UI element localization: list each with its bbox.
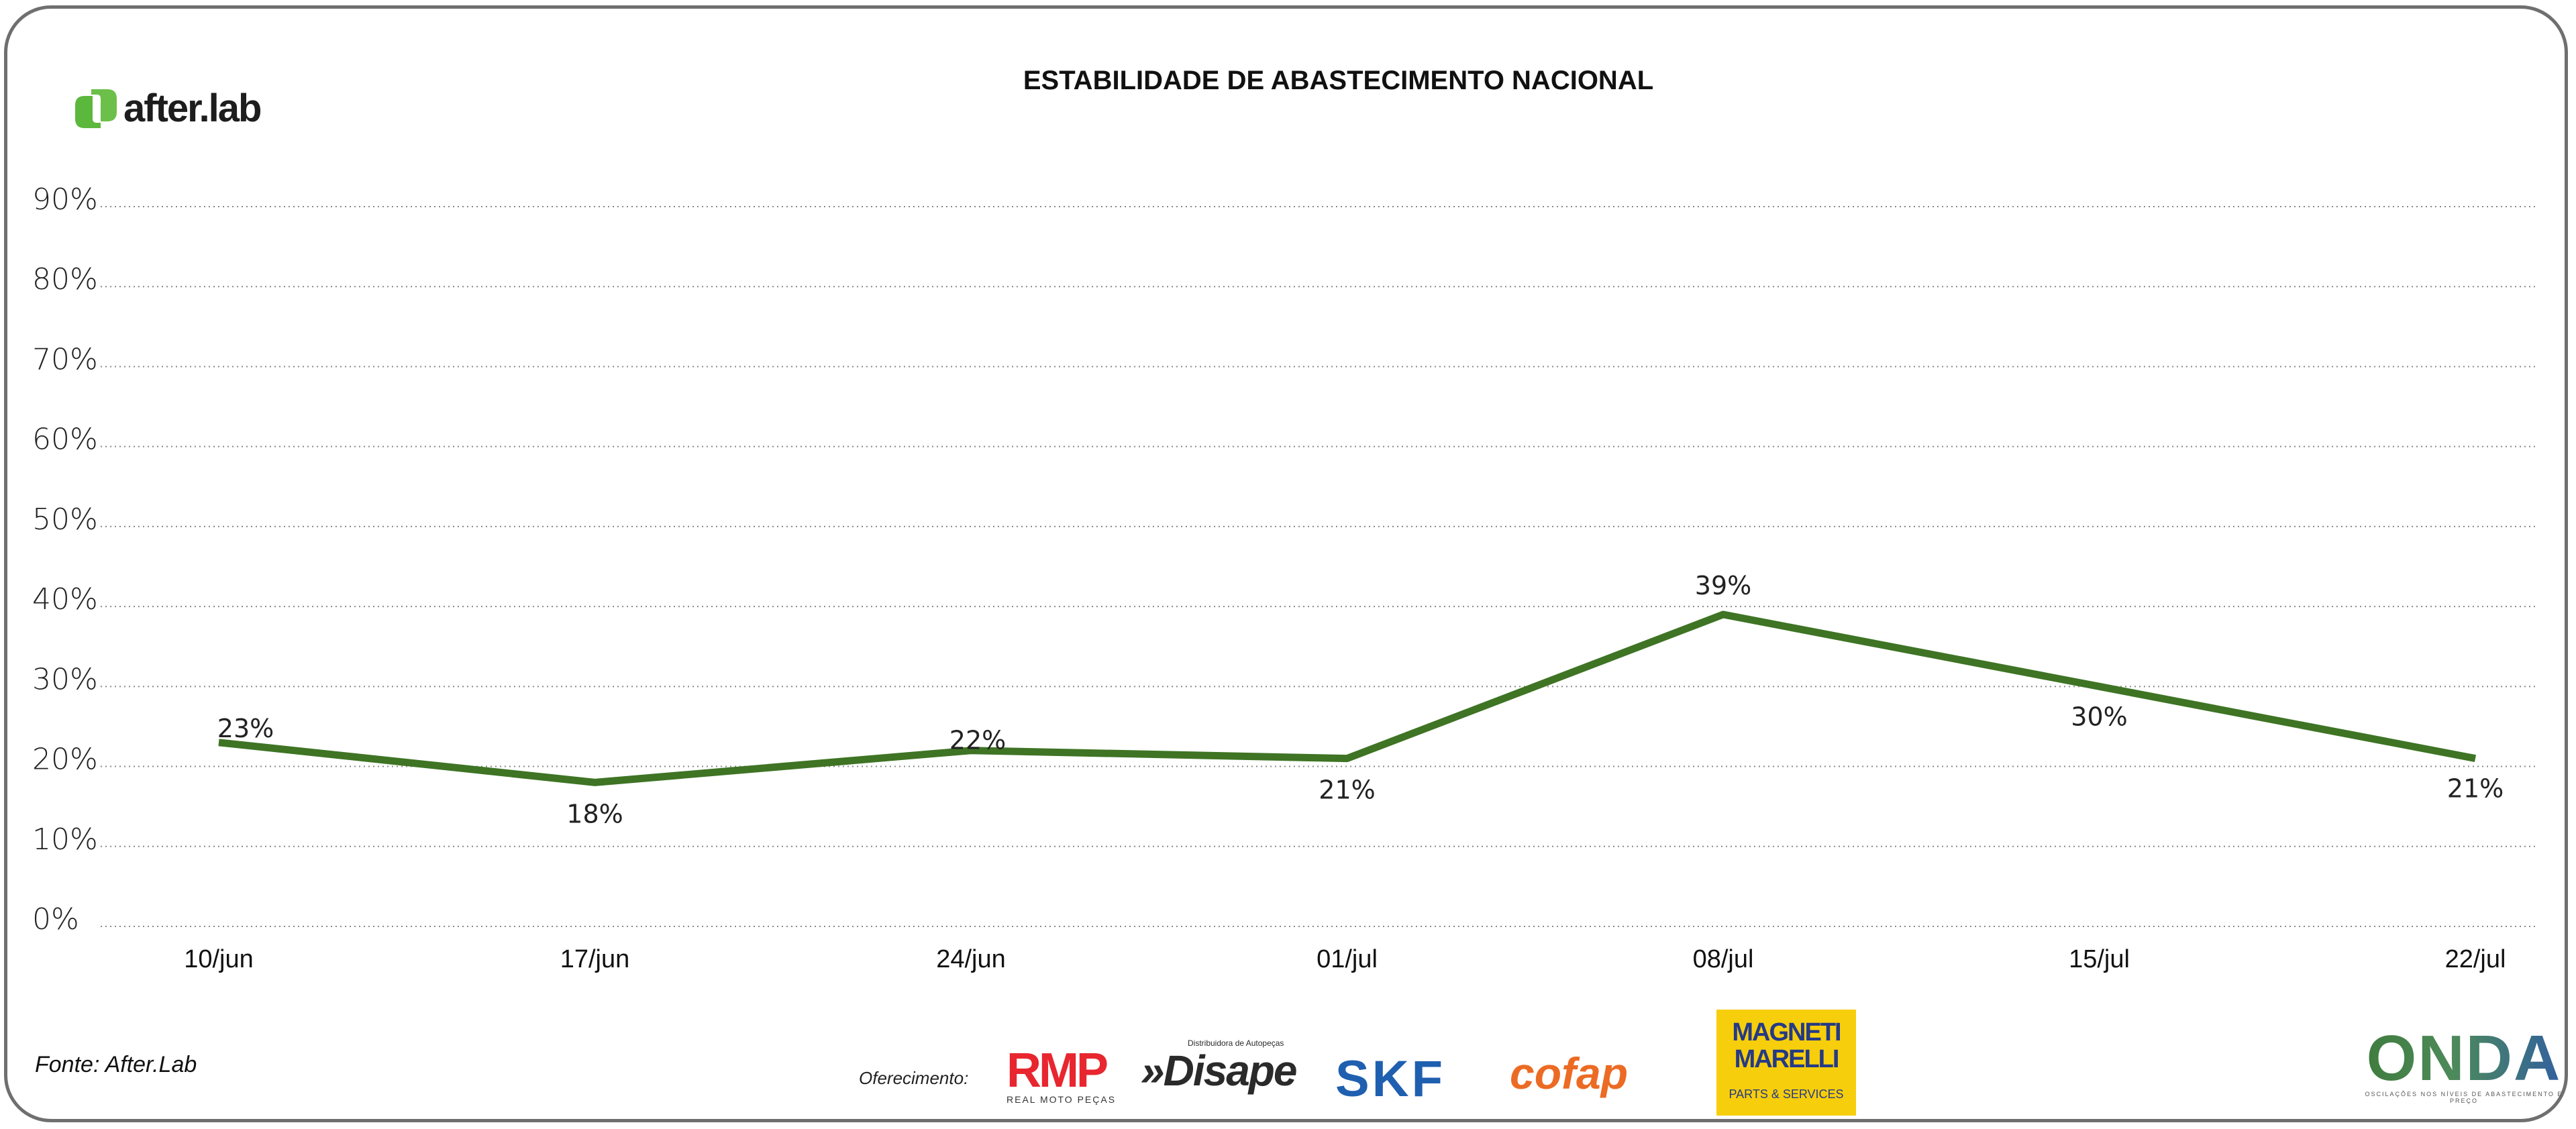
y-tick-label: 30%	[32, 662, 98, 696]
x-tick-label: 24/jun	[936, 945, 1006, 973]
disape-logo-text: »Disape	[1141, 1046, 1297, 1095]
brand-name: after.lab	[123, 87, 262, 130]
disape-logo-sub: Distribuidora de Autopeças	[1188, 1038, 1284, 1048]
data-label: 39%	[1695, 571, 1751, 600]
mm-logo-text: MAGNETI MARELLI	[1732, 1018, 1841, 1073]
data-label: 30%	[2071, 702, 2127, 731]
sponsor-label: Oferecimento:	[859, 1068, 969, 1088]
x-tick-label: 17/jun	[560, 945, 630, 973]
y-tick-label: 70%	[32, 342, 98, 376]
y-tick-label: 20%	[32, 743, 98, 777]
mm-logo-sub: PARTS & SERVICES	[1729, 1087, 1844, 1101]
x-tick-label: 22/jul	[2445, 945, 2506, 973]
y-tick-label: 10%	[32, 822, 98, 857]
onda-logo-text: ONDA	[2352, 1026, 2576, 1091]
afterlab-logo: after.lab	[75, 86, 262, 131]
disape-logo: Distribuidora de Autopeças »Disape	[1141, 1038, 1297, 1095]
magneti-marelli-logo: MAGNETI MARELLI PARTS & SERVICES	[1716, 1010, 1856, 1116]
skf-logo: SKF	[1335, 1051, 1445, 1108]
x-tick-label: 15/jul	[2069, 945, 2130, 973]
rmp-logo: RMP REAL MOTO PEÇAS	[1007, 1046, 1116, 1104]
y-tick-label: 60%	[32, 423, 98, 457]
data-label: 18%	[566, 799, 623, 828]
y-tick-label: 40%	[32, 582, 98, 616]
series-line	[218, 610, 2477, 786]
data-label: 21%	[2447, 774, 2504, 804]
onda-logo: ONDA OSCILAÇÕES NOS NÍVEIS DE ABASTECIMEN…	[2352, 1026, 2576, 1105]
x-tick-label: 10/jun	[184, 945, 254, 973]
onda-logo-sub: OSCILAÇÕES NOS NÍVEIS DE ABASTECIMENTO E…	[2365, 1091, 2563, 1104]
data-label: 22%	[949, 726, 1006, 755]
source-note: Fonte: After.Lab	[35, 1052, 197, 1077]
rmp-logo-sub: REAL MOTO PEÇAS	[1007, 1094, 1117, 1105]
y-tick-label: 50%	[32, 502, 98, 537]
data-label: 21%	[1319, 775, 1375, 805]
x-tick-label: 01/jul	[1317, 945, 1378, 973]
cofap-logo: cofap	[1510, 1049, 1629, 1098]
afterlab-logo-icon	[75, 89, 117, 128]
chart-title: ESTABILIDADE DE ABASTECIMENTO NACIONAL	[1023, 66, 1654, 95]
data-label: 23%	[217, 714, 274, 743]
y-tick-label: 90%	[32, 182, 98, 217]
x-tick-label: 08/jul	[1693, 945, 1754, 973]
y-tick-label: 80%	[32, 262, 98, 297]
rmp-logo-text: RMP	[1007, 1044, 1109, 1097]
y-tick-label: 0%	[32, 902, 79, 936]
chart-frame	[4, 5, 2568, 1122]
